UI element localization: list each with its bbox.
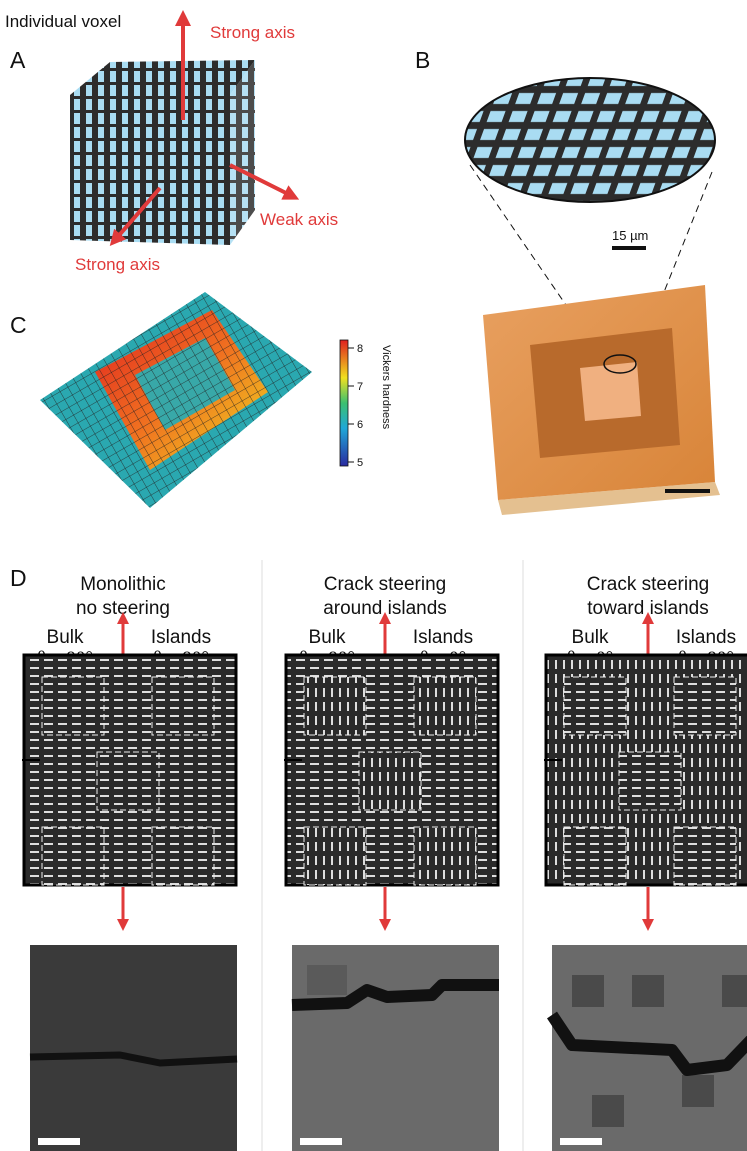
- island: [42, 827, 104, 885]
- column-title: Monolithic: [80, 574, 166, 595]
- scale-bar: [38, 1138, 80, 1145]
- bulk-label: Bulk: [309, 627, 346, 648]
- island: [674, 677, 736, 735]
- scale-label: 15 µm: [612, 228, 648, 243]
- column-title: around islands: [323, 598, 447, 619]
- column-title: no steering: [76, 598, 170, 619]
- bulk-label: Bulk: [47, 627, 84, 648]
- island: [564, 677, 626, 735]
- cube-top: [70, 60, 255, 95]
- surface-mesh: [40, 292, 312, 508]
- island: [414, 827, 476, 885]
- island: [152, 677, 214, 735]
- colorbar-tick-label: 6: [357, 419, 363, 431]
- axis-label: Strong axis: [75, 255, 160, 274]
- colorbar-tick-label: 5: [357, 457, 363, 469]
- panel-label: B: [415, 47, 430, 73]
- cube-front: [70, 95, 230, 245]
- axis-label: Weak axis: [260, 210, 338, 229]
- sem-image: [30, 945, 237, 1151]
- island: [304, 677, 366, 735]
- island: [564, 827, 626, 885]
- islands-label: Islands: [413, 627, 473, 648]
- scale-bar: [300, 1138, 342, 1145]
- panel-label: A: [10, 47, 26, 73]
- voxel-label: Individual voxel: [5, 12, 121, 31]
- axis-label: Strong axis: [210, 23, 295, 42]
- islands-label: Islands: [676, 627, 736, 648]
- sem-island: [722, 975, 747, 1007]
- sem-island: [592, 1095, 624, 1127]
- column-title: Crack steering: [324, 574, 447, 595]
- island: [152, 827, 214, 885]
- islands-label: Islands: [151, 627, 211, 648]
- colorbar-ticks: 5 6 7 8: [348, 343, 363, 469]
- scale-bar: [560, 1138, 602, 1145]
- colorbar-title: Vickers hardness: [380, 345, 392, 430]
- sem-island: [307, 965, 347, 995]
- island: [674, 827, 736, 885]
- figure: Individual voxel A Strong axis Weak axis…: [0, 0, 747, 1151]
- colorbar: [340, 340, 348, 466]
- island: [414, 677, 476, 735]
- island: [359, 752, 421, 810]
- island: [304, 827, 366, 885]
- sem-island: [682, 1075, 714, 1107]
- sem-island: [632, 975, 664, 1007]
- island: [619, 752, 681, 810]
- colorbar-tick-label: 7: [357, 381, 363, 393]
- column-title: toward islands: [587, 598, 708, 619]
- island: [42, 677, 104, 735]
- sem-island: [572, 975, 604, 1007]
- colorbar-tick-label: 8: [357, 343, 363, 355]
- column-title: Crack steering: [587, 574, 710, 595]
- panel-label: D: [10, 565, 27, 591]
- bulk-label: Bulk: [572, 627, 609, 648]
- panel-label: C: [10, 312, 27, 338]
- zoom-circle: [465, 78, 715, 202]
- island: [97, 752, 159, 810]
